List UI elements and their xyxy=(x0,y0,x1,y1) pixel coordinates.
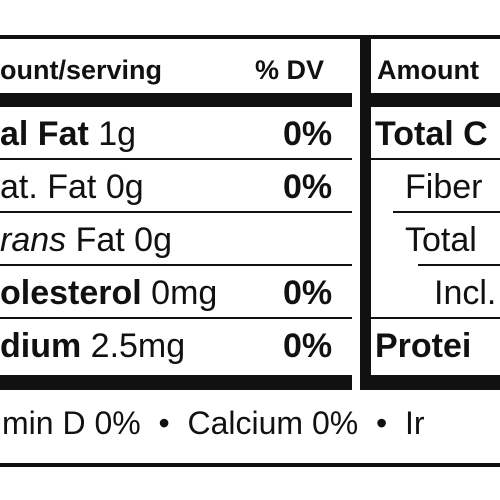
trans-fat-row: rans Fat 0g xyxy=(0,223,172,257)
total-fat-amount: 1g xyxy=(98,115,137,153)
sodium-amount: 2.5mg xyxy=(90,327,186,365)
total-sugars-label: Total xyxy=(405,221,477,259)
row-divider-2-left xyxy=(0,211,352,213)
sodium-label: dium xyxy=(0,327,82,365)
cholesterol-row: olesterol 0mg xyxy=(0,276,217,310)
row-divider-1-left xyxy=(0,158,352,160)
row-divider-2-right xyxy=(393,211,500,213)
incl-label: Incl. xyxy=(434,274,497,312)
sat-fat-dv: 0% xyxy=(283,168,333,206)
row-divider-4-right xyxy=(371,317,500,319)
row-divider-3-right xyxy=(418,264,500,266)
sat-fat-amount: 0g xyxy=(105,168,144,206)
header-thick-rule-left xyxy=(0,93,352,107)
header-thick-rule-right xyxy=(371,93,500,107)
cholesterol-dv: 0% xyxy=(283,274,333,312)
vitamins-footer: min D 0% • Calcium 0% • Ir xyxy=(2,405,425,441)
percent-dv-header: % DV xyxy=(255,55,325,85)
cholesterol-label: olesterol xyxy=(0,274,142,312)
top-border xyxy=(0,35,500,39)
total-fat-dv: 0% xyxy=(283,115,333,153)
amount-header: Amount xyxy=(377,55,479,85)
protein-label: Protei xyxy=(375,327,472,365)
bottom-thick-rule-left xyxy=(0,375,352,390)
trans-fat-amount: Fat 0g xyxy=(75,221,172,259)
row-divider-1-right xyxy=(371,158,500,160)
column-divider xyxy=(360,35,371,390)
total-fat-label: al Fat xyxy=(0,115,89,153)
sat-fat-label: at. Fat xyxy=(0,168,97,206)
cholesterol-amount: 0mg xyxy=(151,274,218,312)
sodium-dv: 0% xyxy=(283,327,333,365)
sat-fat-row: at. Fat 0g xyxy=(0,170,144,204)
sodium-row: dium 2.5mg xyxy=(0,329,185,363)
bottom-border xyxy=(0,463,500,467)
trans-fat-label: rans xyxy=(0,221,67,259)
row-divider-4-left xyxy=(0,317,352,319)
total-carb-label: Total C xyxy=(375,115,488,153)
fiber-label: Fiber xyxy=(405,168,483,206)
total-fat-row: al Fat 1g xyxy=(0,117,136,151)
row-divider-3-left xyxy=(0,264,352,266)
amount-per-serving-header: ount/serving xyxy=(0,55,163,85)
bottom-thick-rule-right xyxy=(371,375,500,390)
